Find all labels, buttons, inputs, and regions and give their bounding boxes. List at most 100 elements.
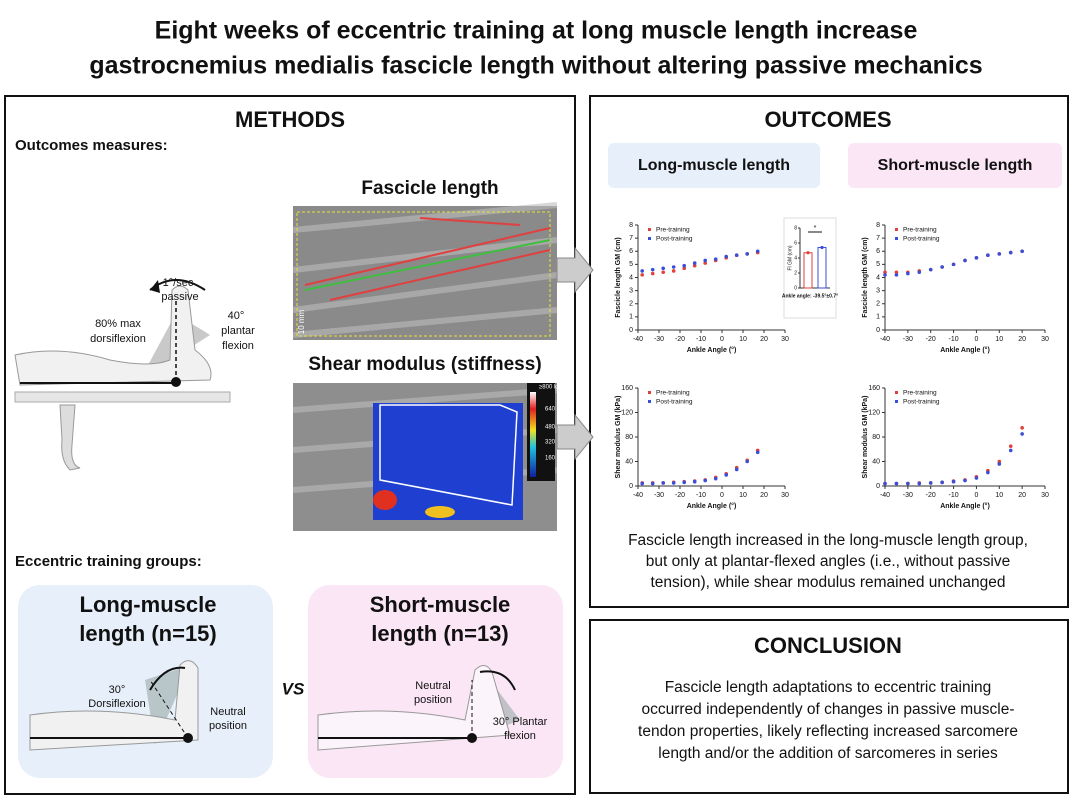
y-tick-label: 4: [629, 274, 633, 281]
rig-label: 40°: [228, 310, 245, 322]
data-point: [650, 271, 655, 276]
neutral-label: Neutral: [210, 706, 245, 718]
x-tick-label: -20: [926, 492, 936, 499]
data-point: [713, 257, 718, 261]
groups-label: Eccentric training groups:: [15, 553, 202, 570]
x-tick-label: -30: [903, 492, 913, 499]
x-tick-label: -10: [949, 336, 959, 343]
rig-label: dorsiflexion: [90, 333, 146, 345]
y-tick-label: 160: [868, 385, 880, 392]
x-tick-label: 30: [1041, 492, 1049, 499]
data-point: [755, 249, 760, 254]
x-axis-label: Ankle Angle (°): [687, 346, 737, 354]
data-point: [745, 252, 749, 256]
y-axis-label: Fascicle length GM (cm): [615, 237, 622, 318]
data-point: [1008, 448, 1013, 453]
x-tick-label: 30: [1041, 336, 1049, 343]
x-tick-label: -40: [633, 492, 643, 499]
x-tick-label: 20: [760, 492, 768, 499]
x-tick-label: 0: [720, 492, 724, 499]
data-point: [906, 271, 910, 276]
arrow: [556, 246, 594, 294]
data-point: [713, 476, 718, 481]
neutral-label: position: [414, 694, 452, 706]
legend-label: Pre-training: [903, 390, 937, 397]
legend-label: Pre-training: [656, 227, 690, 234]
data-point: [745, 459, 749, 464]
rig-label: flexion: [222, 340, 254, 352]
data-point: [894, 481, 899, 486]
rig-illustration: [14, 279, 231, 471]
x-tick-label: 30: [781, 492, 789, 499]
conclusion-title: CONCLUSION: [754, 633, 902, 658]
y-tick-label: 6: [876, 248, 880, 255]
y-tick-label: 8: [794, 225, 797, 231]
y-tick-label: 8: [629, 222, 633, 229]
y-tick-label: 0: [876, 483, 880, 490]
conclusion-panel: [589, 619, 1069, 794]
x-axis-label: Ankle Angle (°): [940, 346, 990, 354]
data-point: [963, 478, 967, 483]
legend-label: Post-training: [903, 236, 940, 243]
data-point: [917, 481, 922, 486]
y-tick-label: 8: [876, 222, 880, 229]
methods-title: METHODS: [235, 107, 345, 132]
group-name: Short-muscle: [370, 592, 511, 617]
y-tick-label: 40: [872, 458, 880, 465]
data-point: [734, 253, 739, 257]
elastography-image: [292, 383, 558, 531]
data-point: [986, 253, 990, 257]
x-tick-label: 10: [739, 336, 747, 343]
conclusion-line: tendon properties, likely reflecting inc…: [638, 723, 1018, 740]
angle-label: 30°: [109, 684, 126, 696]
y-tick-label: 5: [876, 261, 880, 268]
colorbar-label: 640: [545, 407, 556, 413]
data-point: [1008, 444, 1013, 448]
legend-marker: [895, 391, 898, 394]
data-point: [906, 481, 910, 486]
data-point: [940, 265, 944, 269]
angle-label: flexion: [504, 730, 536, 742]
data-point: [692, 261, 697, 265]
colorbar-label: 320: [545, 440, 556, 446]
y-tick-label: 7: [629, 235, 633, 242]
data-point: [963, 258, 967, 263]
y-tick-label: 80: [625, 434, 633, 441]
inset-frame: [783, 217, 837, 319]
y-tick-label: 6: [629, 248, 633, 255]
x-tick-label: -40: [633, 336, 643, 343]
x-tick-label: -20: [675, 336, 685, 343]
x-axis-label: Ankle Angle (°): [940, 502, 990, 510]
data-point: [940, 480, 944, 485]
data-point: [682, 263, 686, 268]
data-point: [997, 252, 1002, 256]
angle-label: 30° Plantar: [493, 716, 548, 728]
x-tick-label: 10: [995, 336, 1003, 343]
data-point: [755, 450, 760, 455]
y-axis-label: Shear modulus GM (kPa): [615, 396, 622, 479]
y-tick-label: 4: [876, 274, 880, 281]
legend-label: Pre-training: [903, 227, 937, 234]
data-point: [1020, 426, 1024, 430]
data-point: [703, 261, 707, 265]
data-point: [1020, 432, 1024, 436]
data-point: [724, 473, 728, 477]
angle-label: Dorsiflexion: [88, 698, 145, 710]
colorbar-label: 160: [545, 456, 556, 462]
data-point: [986, 470, 990, 475]
x-tick-label: 20: [1018, 492, 1026, 499]
x-tick-label: -30: [654, 336, 664, 343]
y-tick-label: 0: [794, 285, 797, 291]
y-tick-label: 80: [872, 434, 880, 441]
data-point: [682, 266, 686, 271]
x-tick-label: -30: [903, 336, 913, 343]
y-tick-label: 40: [625, 458, 633, 465]
x-tick-label: 10: [995, 492, 1003, 499]
group-name: length (n=15): [79, 621, 217, 646]
inset-note: Ankle angle: -39.5°±0.7°: [782, 293, 838, 299]
y-tick-label: 2: [794, 270, 797, 276]
x-tick-label: 0: [974, 492, 978, 499]
data-point: [894, 270, 899, 275]
data-point: [682, 480, 686, 485]
